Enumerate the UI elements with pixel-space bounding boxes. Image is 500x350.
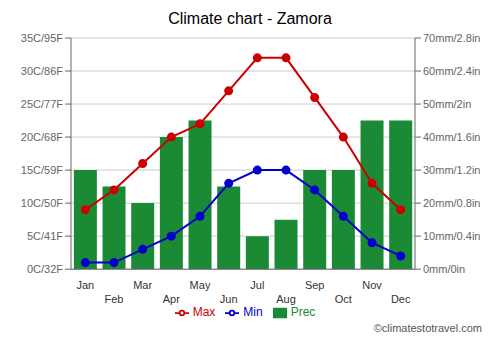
svg-text:Feb: Feb (105, 293, 124, 305)
svg-text:Aug: Aug (276, 293, 296, 305)
svg-text:70mm/2.8in: 70mm/2.8in (423, 32, 480, 44)
svg-text:Mar: Mar (133, 279, 152, 291)
svg-text:20C/68F: 20C/68F (21, 131, 63, 143)
svg-text:5C/41F: 5C/41F (27, 230, 63, 242)
svg-text:25C/77F: 25C/77F (21, 98, 63, 110)
svg-text:Apr: Apr (163, 293, 180, 305)
svg-text:15C/59F: 15C/59F (21, 164, 63, 176)
svg-text:Jul: Jul (250, 279, 264, 291)
svg-text:0C/32F: 0C/32F (27, 263, 63, 275)
html-text:Climate chart - Zamora: Climate chart - Zamora (168, 10, 332, 27)
html-text:Min: Min (243, 305, 263, 320)
svg-text:Nov: Nov (362, 279, 382, 291)
svg-text:Jun: Jun (220, 293, 238, 305)
html-text:Prec: Prec (290, 305, 316, 320)
svg-text:60mm/2.4in: 60mm/2.4in (423, 65, 480, 77)
svg-text:10mm/0.4in: 10mm/0.4in (423, 230, 480, 242)
svg-text:20mm/0.8in: 20mm/0.8in (423, 197, 480, 209)
svg-text:Sep: Sep (305, 279, 325, 291)
svg-text:Jan: Jan (76, 279, 94, 291)
svg-text:40mm/1.6in: 40mm/1.6in (423, 131, 480, 143)
html-text:©climatestotravel.com: ©climatestotravel.com (373, 322, 482, 334)
svg-text:35C/95F: 35C/95F (21, 32, 63, 44)
svg-text:Dec: Dec (391, 293, 411, 305)
svg-text:10C/50F: 10C/50F (21, 197, 63, 209)
html-text:Max: Max (192, 305, 216, 320)
svg-text:30mm/1.2in: 30mm/1.2in (423, 164, 480, 176)
svg-text:30C/86F: 30C/86F (21, 65, 63, 77)
svg-text:Oct: Oct (335, 293, 352, 305)
svg-text:May: May (190, 279, 211, 291)
svg-text:50mm/2in: 50mm/2in (423, 98, 471, 110)
svg-text:0mm/0in: 0mm/0in (423, 263, 465, 275)
